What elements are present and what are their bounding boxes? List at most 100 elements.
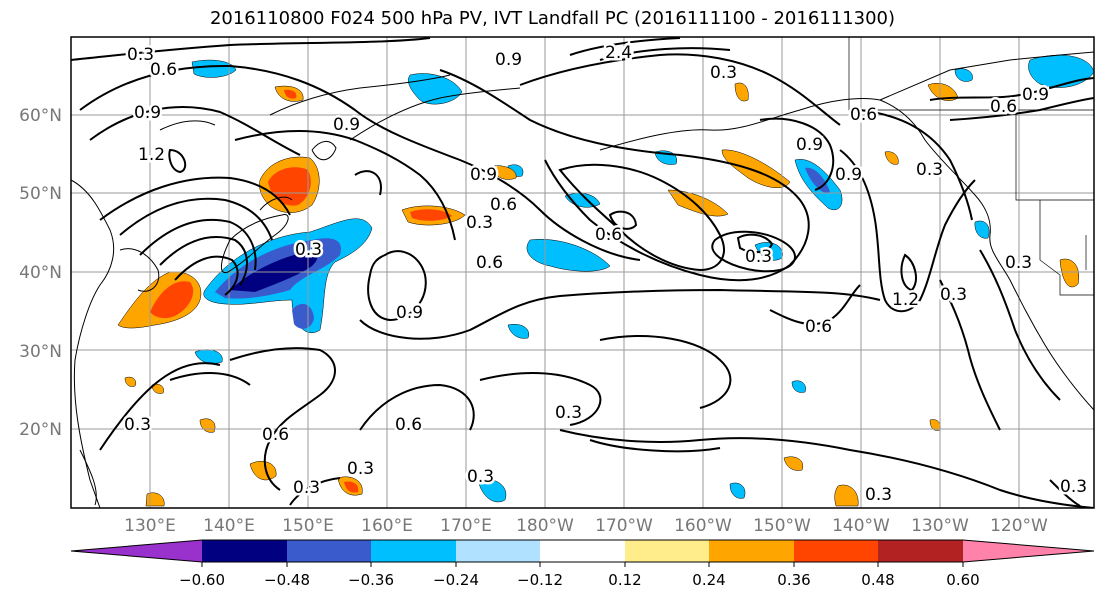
colorbar-tick-label: 0.12 [608,571,641,589]
negative-anomaly-patch [954,68,973,82]
contour-label: 0.9 [1022,85,1049,105]
positive-anomaly-patch [150,281,194,319]
contour-label: 0.3 [865,485,892,505]
lon-tick-label: 170°E [440,516,492,536]
contour-label: 0.9 [495,50,522,70]
positive-anomaly-patch [124,376,136,387]
contour-label: 0.3 [347,459,374,479]
contour-label: 0.3 [127,45,154,65]
contour-label: 0.9 [396,303,423,323]
negative-anomaly-patch [805,167,830,193]
positive-anomaly-patch [734,82,749,102]
positive-anomaly-patch [884,151,899,165]
colorbar-bin [709,540,794,562]
lon-tick-label: 180°W [516,516,574,536]
contour-label: 0.9 [134,103,161,123]
lon-tick-label: 130°W [911,516,969,536]
lon-tick-label: 150°W [753,516,811,536]
colorbar-tick-label: 0.60 [946,571,979,589]
colorbar-tick-label: 0.48 [861,571,894,589]
positive-anomaly-patch [783,456,804,471]
contour-label: 0.9 [835,165,862,185]
lon-tick-label: 160°W [674,516,732,536]
contour-label: 0.6 [395,415,422,435]
negative-anomaly-patch [1028,54,1094,88]
colorbar-tick-label: 0.36 [777,571,810,589]
contour-label: 0.6 [476,253,503,273]
colorbar-bin [963,540,1094,562]
negative-anomaly-patch [507,324,530,339]
map-title: 2016110800 F024 500 hPa PV, IVT Landfall… [209,8,896,29]
positive-anomaly-patch [1059,258,1080,288]
negative-anomaly-patch [191,59,237,78]
positive-anomaly-patch [145,492,165,507]
positive-anomaly-patch [344,481,359,493]
colorbar-bin [202,540,287,562]
contour-label: 0.9 [333,115,360,135]
lat-tick-label: 20°N [19,420,62,440]
positive-anomaly-patch [284,89,297,99]
positive-anomaly-patch [491,165,517,180]
colorbar: −0.60 −0.48 −0.36 −0.24 −0.12 0.12 0.24 … [70,539,1095,589]
lat-tick-label: 30°N [19,342,62,362]
contour-label: 0.3 [1005,253,1032,273]
positive-anomaly-patch [249,461,277,481]
colorbar-tick-label: −0.48 [264,571,310,589]
lon-tick-label: 160°E [361,516,413,536]
contour-label: 0.6 [490,195,517,215]
colorbar-bin [540,540,625,562]
colorbar-bin [625,540,709,562]
colorbar-tick-label: −0.36 [348,571,394,589]
colorbar-bin [794,540,878,562]
colorbar-tick-label: −0.12 [517,571,563,589]
contour-label: 0.3 [916,160,943,180]
negative-anomaly-patch [729,482,746,499]
colorbar-tick-label: −0.60 [179,571,225,589]
negative-anomaly-patch [194,349,223,364]
negative-anomaly-patch [791,380,806,393]
lat-tick-label: 40°N [19,263,62,283]
contour-label: 0.6 [262,425,289,445]
lon-tick-label: 150°E [282,516,334,536]
political-borders [848,37,1094,296]
lon-tick-label: 140°E [203,516,255,536]
colorbar-tick-label: −0.24 [433,571,479,589]
contour-labels: 0.3 0.6 0.9 0.9 1.2 0.9 0.3 0.9 2.4 0.3 … [122,41,1090,508]
contour-label: 0.3 [295,240,322,260]
contour-label: 0.3 [1060,477,1087,497]
lon-tick-label: 120°W [990,516,1048,536]
colorbar-bin [878,540,963,562]
contour-label: 0.3 [940,285,967,305]
positive-anomaly-patch [268,167,311,206]
contour-label: 0.6 [850,105,877,125]
contour-label: 0.6 [990,97,1017,117]
contour-label: 0.3 [124,415,151,435]
contour-label: 0.3 [710,63,737,83]
positive-anomaly-patch [410,209,452,221]
negative-anomaly-patch [526,239,611,272]
colorbar-bin [71,540,202,562]
contour-label: 0.3 [555,403,582,423]
lon-tick-label: 170°W [595,516,653,536]
pv-contours [71,37,1094,508]
colorbar-bin [371,540,456,562]
contour-label: 0.6 [595,225,622,245]
lon-tick-label: 130°E [124,516,176,536]
negative-anomaly-patch [477,478,507,503]
lon-tick-label: 140°W [832,516,890,536]
colorbar-bin [456,540,540,562]
contour-label: 0.3 [466,213,493,233]
map-frame [70,36,1095,509]
negative-anomaly-patch [974,220,990,239]
contour-label: 0.6 [805,317,832,337]
longitude-labels: 130°E 140°E 150°E 160°E 170°E 180°W 170°… [124,516,1048,536]
positive-anomaly-patch [151,383,164,394]
latitude-labels: 20°N 30°N 40°N 50°N 60°N [19,106,62,440]
contour-label: 0.6 [150,60,177,80]
contour-label: 0.3 [293,478,320,498]
contour-label: 0.9 [470,165,497,185]
contour-label: 1.2 [892,290,919,310]
contour-label: 0.9 [796,135,823,155]
lat-tick-label: 60°N [19,106,62,126]
